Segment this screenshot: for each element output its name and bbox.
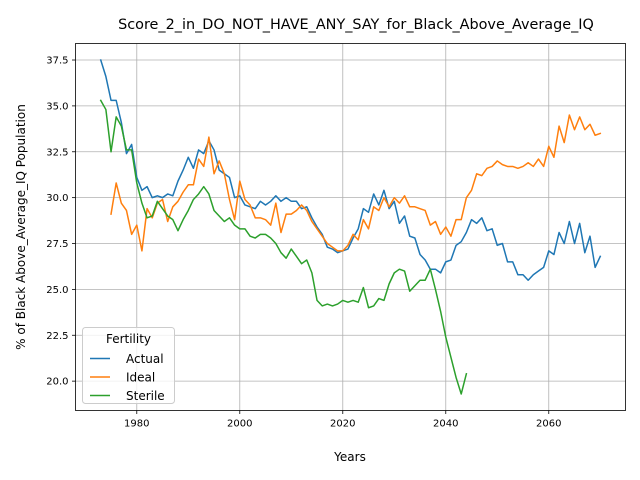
- x-axis-label: Years: [333, 450, 366, 464]
- x-tick-label: 2020: [330, 419, 355, 430]
- series-line-ideal: [110, 114, 602, 252]
- series-line-sterile: [99, 99, 468, 395]
- y-tick-label: 32.5: [46, 147, 68, 158]
- plot-series: [99, 59, 602, 395]
- legend-label-ideal: Ideal: [126, 371, 155, 385]
- y-tick-label: 37.5: [46, 56, 68, 67]
- y-tick-label: 35.0: [46, 101, 68, 112]
- x-tick-label: 2060: [536, 419, 561, 430]
- y-tick-label: 25.0: [46, 285, 68, 296]
- y-tick-label: 22.5: [46, 331, 68, 342]
- chart-title: Score_2_in_DO_NOT_HAVE_ANY_SAY_for_Black…: [118, 17, 594, 33]
- y-tick-label: 30.0: [46, 193, 68, 204]
- y-axis-label: % of Black Above_Average_IQ Population: [14, 104, 28, 350]
- plot-frame: [75, 43, 626, 411]
- x-tick-label: 2040: [433, 419, 458, 430]
- legend-title: Fertility: [106, 332, 151, 346]
- legend-label-actual: Actual: [126, 352, 164, 366]
- y-tick-label: 20.0: [46, 377, 68, 388]
- legend-label-sterile: Sterile: [126, 389, 165, 403]
- series-line-actual: [99, 59, 602, 281]
- legend-box: [82, 327, 175, 404]
- x-tick-label: 2000: [227, 419, 252, 430]
- y-tick-label: 27.5: [46, 239, 68, 250]
- y-axis-ticks: 20.0 22.5 25.0 27.5 30.0 32.5 35.0 37.5: [46, 56, 76, 388]
- x-tick-label: 1980: [124, 419, 149, 430]
- legend-items: Actual Ideal Sterile: [90, 352, 165, 403]
- legend: Fertility Actual Ideal Sterile: [82, 327, 175, 404]
- x-axis-ticks: 1980 2000 2020 2040 2060: [124, 410, 561, 430]
